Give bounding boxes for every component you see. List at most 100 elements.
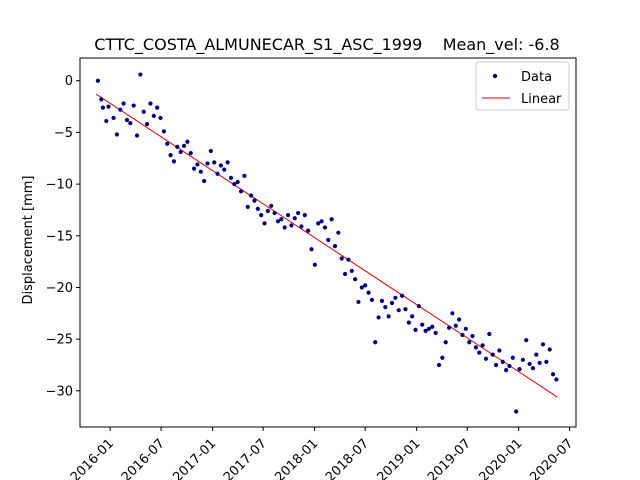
data-point [235, 179, 240, 185]
plot-area [95, 72, 559, 414]
data-point [477, 350, 482, 355]
data-point [255, 206, 260, 212]
data-point [450, 311, 455, 316]
y-tick-label: −30 [46, 384, 73, 399]
y-tick-label: −15 [46, 229, 73, 244]
data-point [332, 244, 338, 249]
data-point [366, 290, 371, 295]
data-point [446, 325, 452, 330]
data-point [463, 326, 468, 331]
legend: Data Linear [475, 61, 570, 111]
data-point [423, 328, 428, 333]
data-point [544, 359, 549, 364]
data-point [242, 173, 247, 178]
data-point [413, 327, 418, 332]
data-point [329, 217, 334, 222]
data-point [265, 208, 270, 214]
data-point [232, 182, 237, 187]
data-point [386, 314, 391, 319]
data-point [181, 143, 187, 148]
data-point [389, 300, 395, 306]
data-point [191, 166, 197, 171]
data-point [218, 163, 224, 168]
data-point [406, 320, 411, 325]
data-point [540, 342, 546, 347]
legend-data-label: Data [521, 70, 552, 85]
data-point [373, 340, 378, 345]
data-point [342, 271, 348, 277]
data-point [195, 162, 200, 167]
data-point [483, 356, 489, 361]
data-point [148, 101, 153, 106]
data-point [527, 361, 532, 367]
data-point [467, 340, 472, 345]
data-point [165, 141, 170, 146]
data-point [554, 377, 559, 382]
data-point [228, 175, 234, 180]
data-point [530, 365, 536, 371]
y-axis-label: Displacement [mm] [21, 176, 36, 305]
data-point [158, 115, 163, 121]
data-point [295, 210, 301, 216]
data-point [550, 372, 556, 377]
data-point [262, 221, 267, 226]
data-point [430, 324, 435, 329]
data-point [376, 315, 381, 320]
data-point [269, 203, 274, 208]
data-point [487, 331, 492, 337]
data-point [339, 256, 344, 261]
data-point [326, 237, 331, 243]
data-point [212, 160, 217, 165]
data-point [106, 104, 111, 109]
y-tick-label: −5 [54, 126, 73, 141]
data-point [443, 340, 448, 345]
data-point [259, 213, 264, 218]
chart-title: CTTC_COSTA_ALMUNECAR_S1_ASC_1999 Mean_ve… [94, 35, 559, 55]
data-point [309, 247, 314, 252]
data-point [238, 189, 244, 194]
data-point [440, 355, 445, 360]
data-point [383, 305, 388, 310]
data-point [319, 219, 324, 224]
data-point [473, 345, 479, 350]
data-point [416, 303, 421, 309]
data-point [279, 217, 284, 222]
data-point [145, 122, 150, 127]
linear-fit-line [95, 93, 558, 398]
data-point [124, 117, 130, 123]
data-point [114, 132, 120, 137]
data-point [249, 193, 254, 198]
chart-title-mean-velocity: Mean_vel: -6.8 [443, 35, 560, 55]
data-point [410, 314, 415, 319]
data-point [524, 338, 529, 343]
y-tick-label: −10 [46, 178, 73, 193]
data-point [128, 121, 133, 126]
data-point [245, 204, 250, 209]
data-point [436, 362, 442, 368]
data-point [493, 362, 499, 368]
data-point [497, 348, 502, 353]
data-point [349, 268, 354, 274]
chart-title-spacer [422, 35, 442, 54]
data-point [275, 219, 281, 224]
data-point [520, 357, 525, 362]
data-point [202, 178, 207, 184]
data-point [490, 352, 495, 357]
data-point [205, 161, 210, 166]
data-point [289, 223, 294, 228]
data-point [403, 307, 408, 312]
data-point [433, 330, 438, 336]
data-point [396, 308, 401, 313]
data-point [399, 293, 405, 298]
plot-frame [79, 57, 577, 428]
data-point [188, 150, 193, 156]
data-point [118, 107, 123, 112]
data-point [222, 167, 227, 172]
data-point [547, 347, 552, 352]
data-point [138, 72, 143, 77]
data-point [306, 228, 311, 233]
data-point [453, 323, 458, 328]
data-point [356, 299, 361, 305]
data-point [272, 210, 277, 216]
